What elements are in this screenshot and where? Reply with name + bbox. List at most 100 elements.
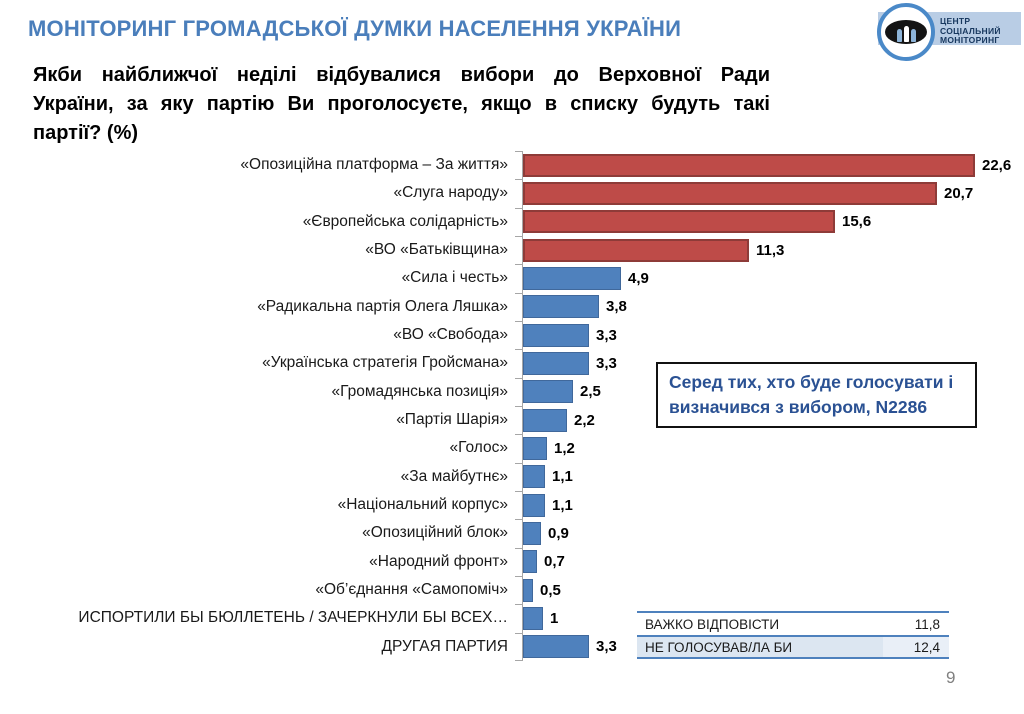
- bar-category-label: «ВО «Свобода»: [393, 326, 508, 344]
- bar-category-label: «Українська стратегія Гройсмана»: [262, 354, 508, 372]
- bar: [523, 521, 541, 545]
- bar-category-label: «Опозиційна платформа – За життя»: [240, 156, 508, 174]
- table-row-value: 12,4: [883, 637, 949, 657]
- bar-row: «Громадянська позиція» 2,5: [0, 378, 1024, 406]
- page-number: 9: [946, 668, 956, 687]
- bar-value-label: 3,3: [596, 638, 617, 656]
- logo-text-line: СОЦІАЛЬНИЙ: [940, 25, 1001, 36]
- bar-row: «Народний фронт» 0,7: [0, 548, 1024, 576]
- bar-plot-area: 0,9: [515, 521, 1024, 545]
- bar: [523, 465, 545, 489]
- axis-tick: [515, 660, 522, 661]
- bar-row: «За майбутнє» 1,1: [0, 463, 1024, 491]
- bar-plot-area: 3,3: [515, 323, 1024, 347]
- bar-value-label: 2,2: [574, 411, 595, 429]
- axis-tick: [515, 604, 522, 605]
- axis-tick: [515, 519, 522, 520]
- question-line: партії? (%): [33, 122, 139, 144]
- bar-category-label: «Радикальна партія Олега Ляшка»: [257, 297, 508, 315]
- bar: [523, 238, 749, 262]
- bar-value-label: 3,8: [606, 298, 627, 316]
- bar-plot-area: 2,5: [515, 380, 1024, 404]
- axis-tick: [515, 463, 522, 464]
- axis-tick: [515, 349, 522, 350]
- logo-person-icon: [910, 29, 916, 42]
- bar-value-label: 0,5: [540, 581, 561, 599]
- bar-value-label: 1,2: [554, 439, 575, 457]
- bar-category-label: «ВО «Батьківщина»: [365, 241, 508, 259]
- bar-value-label: 22,6: [982, 156, 1012, 174]
- bar-plot-area: 3,8: [515, 295, 1024, 319]
- bar-plot-area: 3,3: [515, 635, 1024, 659]
- bar: [523, 436, 547, 460]
- axis-tick: [515, 434, 522, 435]
- bar: [523, 578, 533, 602]
- bar-value-label: 1: [550, 609, 559, 627]
- bar-category-label: «Громадянська позиція»: [331, 382, 508, 400]
- logo-text: ЦЕНТР СОЦІАЛЬНИЙ МОНІТОРИНГ: [940, 16, 1001, 46]
- bar-row: «Партія Шарія» 2,2: [0, 406, 1024, 434]
- bar-plot-area: 0,7: [515, 550, 1024, 574]
- table-row: НЕ ГОЛОСУВАВ/ЛА БИ 12,4: [637, 635, 949, 657]
- axis-tick: [515, 236, 522, 237]
- bar-plot-area: 2,2: [515, 408, 1024, 432]
- axis-tick: [515, 179, 522, 180]
- bar-plot-area: 20,7: [515, 181, 1024, 205]
- bar-category-label: «Голос»: [449, 439, 508, 457]
- bar-category-label: «Партія Шарія»: [396, 411, 508, 429]
- bar-row: «Європейська солідарність» 15,6: [0, 208, 1024, 236]
- bar-row: «Об’єднання «Самопоміч» 0,5: [0, 576, 1024, 604]
- axis-tick: [515, 406, 522, 407]
- logo-eye-shape: [885, 20, 927, 44]
- axis-tick: [515, 293, 522, 294]
- bar-row: «ВО «Свобода» 3,3: [0, 321, 1024, 349]
- bar-row: «Опозиційний блок» 0,9: [0, 519, 1024, 547]
- logo-text-line: ЦЕНТР: [940, 16, 971, 26]
- axis-tick: [515, 548, 522, 549]
- axis-tick: [515, 264, 522, 265]
- bar-category-label: «Опозиційний блок»: [362, 524, 508, 542]
- bar: [523, 550, 537, 574]
- bar-category-label: «Народний фронт»: [369, 552, 508, 570]
- bar-value-label: 1,1: [552, 468, 573, 486]
- bar-row: «Опозиційна платформа – За життя» 22,6: [0, 151, 1024, 179]
- bar-plot-area: 15,6: [515, 210, 1024, 234]
- page-title: МОНІТОРИНГ ГРОМАДСЬКОЇ ДУМКИ НАСЕЛЕННЯ У…: [28, 16, 682, 41]
- bar-value-label: 11,3: [756, 241, 785, 259]
- bar-row: «Слуга народу» 20,7: [0, 179, 1024, 207]
- axis-tick: [515, 208, 522, 209]
- bar-row: «Радикальна партія Олега Ляшка» 3,8: [0, 293, 1024, 321]
- bar: [523, 153, 975, 177]
- bar-chart: «Опозиційна платформа – За життя» 22,6 «Сл…: [0, 151, 1024, 661]
- bar-category-label: ДРУГАЯ ПАРТИЯ: [381, 637, 508, 655]
- bar: [523, 323, 589, 347]
- bar: [523, 181, 937, 205]
- bar-plot-area: 1,1: [515, 493, 1024, 517]
- axis-tick: [515, 151, 522, 152]
- bar-plot-area: 22,6: [515, 153, 1024, 177]
- bar: [523, 606, 543, 630]
- bar: [523, 408, 567, 432]
- bar-category-label: «За майбутнє»: [400, 467, 508, 485]
- axis-tick: [515, 491, 522, 492]
- axis-tick: [515, 321, 522, 322]
- axis-tick: [515, 576, 522, 577]
- bar-plot-area: 0,5: [515, 578, 1024, 602]
- note-line: Серед тих, хто буде голосувати і: [669, 372, 954, 392]
- table-row-label: НЕ ГОЛОСУВАВ/ЛА БИ: [637, 637, 883, 657]
- table-row: ВАЖКО ВІДПОВІСТИ 11,8: [637, 613, 949, 635]
- bar-value-label: 0,9: [548, 524, 569, 542]
- survey-question: Якби найближчої неділі відбувалися вибор…: [33, 61, 770, 148]
- bar: [523, 351, 589, 375]
- axis-tick: [515, 378, 522, 379]
- bar-row: «Сила і честь» 4,9: [0, 264, 1024, 292]
- logo-text-line: МОНІТОРИНГ: [940, 35, 1000, 45]
- logo-person-icon: [903, 26, 909, 42]
- bar-plot-area: 1: [515, 606, 1024, 630]
- question-line: Якби найближчої неділі відбувалися вибор…: [33, 64, 770, 86]
- bar: [523, 380, 573, 404]
- bar-plot-area: 1,2: [515, 436, 1024, 460]
- org-logo-icon: [877, 3, 935, 61]
- summary-table: ВАЖКО ВІДПОВІСТИ 11,8 НЕ ГОЛОСУВАВ/ЛА БИ…: [637, 611, 949, 659]
